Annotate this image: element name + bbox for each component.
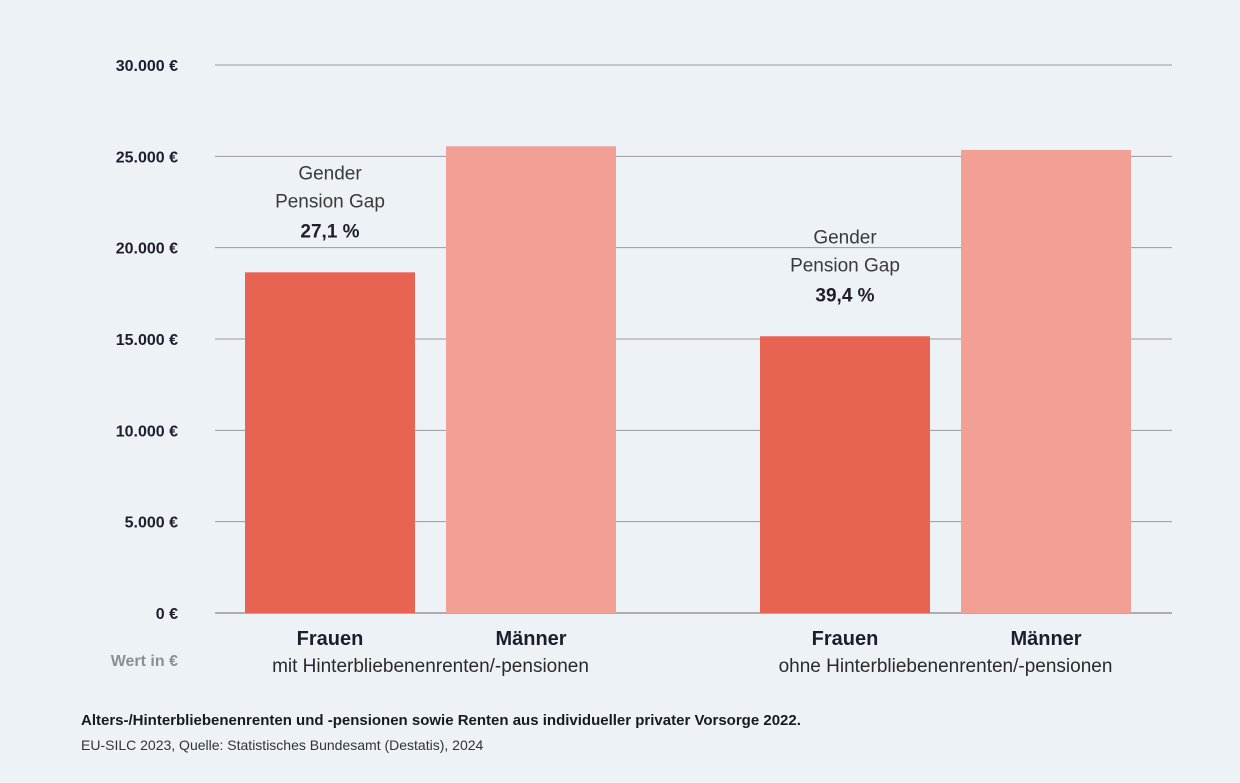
y-tick-label: 15.000 € — [116, 332, 178, 349]
bar-frauen-group2 — [760, 336, 930, 613]
gap-annotation-line2: Pension Gap — [275, 191, 385, 212]
y-tick-label: 5.000 € — [125, 515, 178, 532]
chart-caption-source: EU-SILC 2023, Quelle: Statistisches Bund… — [81, 737, 484, 753]
x-group-label: ohne Hinterbliebenenrenten/-pensionen — [779, 656, 1113, 677]
chart-caption-title: Alters-/Hinterbliebenenrenten und -pensi… — [81, 712, 801, 729]
bar-mnner-group1 — [446, 146, 616, 613]
y-tick-label: 20.000 € — [116, 241, 178, 258]
x-category-label: Männer — [495, 628, 566, 650]
gender-pension-gap-chart: 0 € 5.000 € 10.000 € 15.000 € 20.000 € 25.000… — [111, 58, 1172, 677]
y-tick-label: 10.000 € — [116, 423, 178, 440]
bar-mnner-group2 — [961, 149, 1131, 613]
gap-annotation-line2: Pension Gap — [790, 255, 900, 276]
x-group-label: mit Hinterbliebenenrenten/-pensionen — [272, 656, 589, 677]
y-tick-label: 30.000 € — [116, 58, 178, 75]
y-tick-label: 25.000 € — [116, 149, 178, 166]
y-unit-label: Wert in € — [111, 653, 178, 670]
gap-annotation-value: 27,1 % — [300, 221, 359, 242]
y-tick-label: 0 € — [156, 606, 178, 623]
x-category-label: Frauen — [812, 628, 879, 650]
gap-annotation-line1: Gender — [298, 163, 362, 184]
gap-annotation-value: 39,4 % — [815, 285, 874, 306]
x-category-label: Frauen — [297, 628, 364, 650]
x-category-label: Männer — [1010, 628, 1081, 650]
gap-annotation-line1: Gender — [813, 227, 877, 248]
bar-frauen-group1 — [245, 272, 415, 613]
